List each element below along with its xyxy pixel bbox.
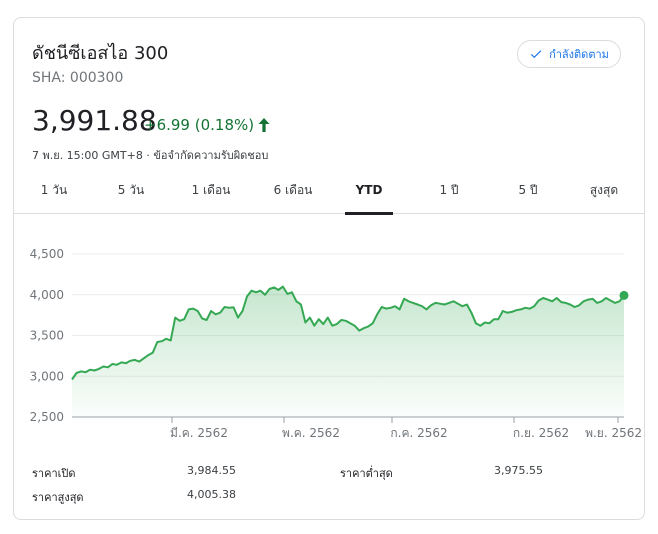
- tab-1d[interactable]: 1 วัน: [40, 183, 68, 197]
- check-icon: [531, 50, 542, 59]
- last-price-dot: [619, 290, 629, 300]
- y-tick-label: 3,500: [30, 329, 64, 343]
- following-label: กำลังติดตาม: [549, 48, 609, 61]
- low-label: ราคาต่ำสุด: [340, 467, 393, 480]
- x-tick-label: พ.ค. 2562: [282, 426, 340, 440]
- x-tick-label: มี.ค. 2562: [170, 426, 228, 440]
- open-value: 3,984.55: [187, 464, 236, 477]
- price-line: [71, 285, 625, 381]
- open-label: ราคาเปิด: [32, 467, 76, 480]
- x-tick-label: ก.ค. 2562: [390, 426, 447, 440]
- y-tick-label: 3,000: [30, 369, 64, 383]
- x-tick-label: ก.ย. 2562: [513, 426, 569, 440]
- current-price: 3,991.88: [32, 104, 157, 137]
- x-tick-label: พ.ย. 2562: [585, 426, 642, 440]
- tab-1m[interactable]: 1 เดือน: [191, 183, 231, 197]
- following-button[interactable]: กำลังติดตาม: [517, 40, 621, 68]
- price-change-text: +6.99 (0.18%): [144, 116, 255, 134]
- price-change: +6.99 (0.18%): [144, 116, 270, 134]
- tab-1y[interactable]: 1 ปี: [439, 183, 459, 197]
- tab-5d[interactable]: 5 วัน: [117, 183, 145, 197]
- tab-ytd[interactable]: YTD: [345, 170, 393, 215]
- ticker-symbol: SHA: 000300: [32, 70, 124, 86]
- tab-6m[interactable]: 6 เดือน: [273, 183, 313, 197]
- tab-max[interactable]: สูงสุด: [589, 183, 619, 197]
- stock-card: ดัชนีซีเอสไอ 300 SHA: 000300 กำลังติดตาม…: [13, 17, 645, 520]
- low-value: 3,975.55: [494, 464, 543, 477]
- range-tabs: 1 วัน 5 วัน 1 เดือน 6 เดือน YTD 1 ปี 5 ป…: [14, 170, 644, 215]
- y-tick-label: 4,000: [30, 288, 64, 302]
- stats-table: ราคาเปิด 3,984.55 ราคาต่ำสุด 3,975.55 รา…: [14, 456, 644, 516]
- index-title: ดัชนีซีเอสไอ 300: [32, 43, 169, 64]
- arrow-up-icon: [258, 118, 270, 132]
- high-label: ราคาสูงสุด: [32, 491, 84, 504]
- quote-timestamp: 7 พ.ย. 15:00 GMT+8 · ข้อจำกัดความรับผิดช…: [32, 149, 269, 162]
- tab-5y[interactable]: 5 ปี: [518, 183, 538, 197]
- price-chart[interactable]: 4,500 4,000 3,500 3,000 2,500 มี.ค. 2562 พ.ค.…: [14, 214, 644, 454]
- y-tick-label: 2,500: [30, 410, 64, 424]
- high-value: 4,005.38: [187, 488, 236, 501]
- y-tick-label: 4,500: [30, 247, 64, 261]
- price-area: [72, 286, 624, 417]
